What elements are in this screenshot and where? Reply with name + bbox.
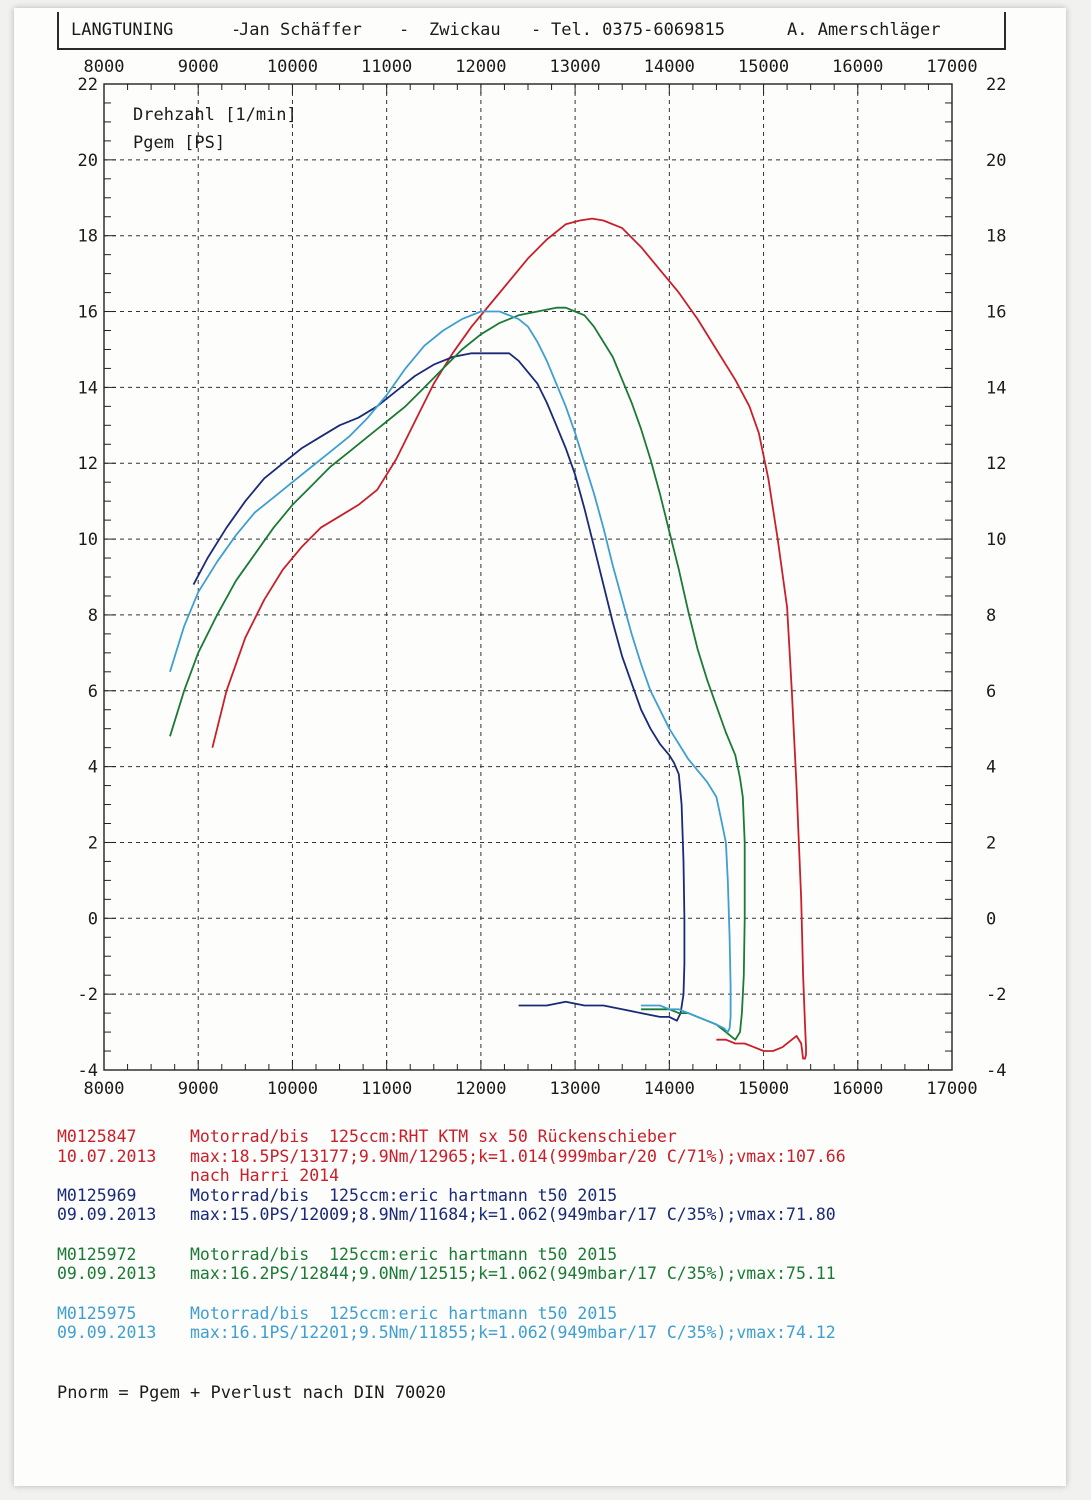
y-tick-label-left: 12 (78, 454, 98, 474)
x-tick-label-top: 8000 (84, 57, 125, 77)
x-tick-label-bottom: 15000 (738, 1079, 789, 1099)
y-tick-label-right: -2 (986, 985, 1006, 1005)
header-separator: - (231, 20, 242, 40)
y-tick-label-right: 16 (986, 303, 1006, 323)
x-tick-label-bottom: 17000 (926, 1079, 977, 1099)
x-tick-label-top: 11000 (361, 57, 412, 77)
y-tick-label-left: -4 (78, 1061, 98, 1081)
x-tick-label-top: 16000 (832, 57, 883, 77)
measurement-date: 09.09.2013 (57, 1323, 157, 1342)
y-tick-label-left: 8 (88, 606, 98, 626)
y-tick-label-right: 8 (986, 606, 996, 626)
measurement-stats: max:18.5PS/13177;9.9Nm/12965;k=1.014(999… (190, 1146, 846, 1166)
y-tick-label-right: 0 (986, 909, 996, 929)
chart-series (169, 217, 807, 1060)
header-separator: - (531, 20, 542, 40)
y-tick-label-left: -2 (78, 985, 98, 1005)
measurement-description: Motorrad/bis 125ccm:eric hartmann t50 20… (190, 1303, 618, 1323)
x-tick-label-bottom: 14000 (644, 1079, 695, 1099)
x-tick-label-top: 12000 (455, 57, 506, 77)
legend-entry: M0125969 Motorrad/bis 125ccm:eric hartma… (57, 1186, 846, 1225)
series-line-M0125969 (192, 352, 686, 1022)
measurement-stats: max:16.2PS/12844;9.0Nm/12515;k=1.062(949… (190, 1264, 836, 1283)
y-tick-label-left: 18 (78, 227, 98, 247)
y-tick-label-right: 14 (986, 378, 1006, 398)
y-tick-label-left: 10 (78, 530, 98, 550)
y-tick-label-left: 22 (78, 75, 98, 95)
measurement-id: M0125969 (57, 1185, 137, 1205)
x-tick-label-bottom: 10000 (267, 1079, 318, 1099)
chart-label-y: Pgem [PS] (133, 133, 225, 153)
series-line-M0125975 (169, 310, 732, 1033)
legend-entry: M0125847 Motorrad/bis 125ccm:RHT KTM sx … (57, 1127, 846, 1186)
dyno-sheet (14, 8, 1066, 1486)
x-tick-label-top: 17000 (926, 57, 977, 77)
y-tick-label-right: 20 (986, 151, 1006, 171)
y-tick-label-right: 6 (986, 682, 996, 702)
legend-entry: M0125975 Motorrad/bis 125ccm:eric hartma… (57, 1304, 846, 1343)
y-tick-label-right: 2 (986, 833, 996, 853)
measurement-note: nach Harri 2014 (190, 1166, 340, 1185)
x-tick-label-bottom: 8000 (84, 1079, 125, 1099)
measurement-description: Motorrad/bis 125ccm:RHT KTM sx 50 Rücken… (190, 1127, 677, 1146)
y-tick-label-left: 6 (88, 682, 98, 702)
person-name: Jan Schäffer (239, 20, 362, 40)
y-tick-label-right: 10 (986, 530, 1006, 550)
y-tick-label-right: 4 (986, 758, 996, 778)
x-tick-label-bottom: 13000 (550, 1079, 601, 1099)
plot-border (103, 83, 953, 1071)
chart-label-x: Drehzahl [1/min] (133, 105, 297, 125)
measurement-id: M0125847 (57, 1127, 137, 1146)
y-tick-label-left: 4 (88, 758, 98, 778)
y-tick-label-right: 22 (986, 75, 1006, 95)
header-separator: - (399, 20, 410, 40)
chart-frame (103, 83, 953, 1071)
x-tick-label-top: 10000 (267, 57, 318, 77)
x-tick-label-bottom: 12000 (455, 1079, 506, 1099)
measurement-date: 10.07.2013 (57, 1146, 157, 1166)
measurement-stats: max:16.1PS/12201;9.5Nm/11855;k=1.062(949… (190, 1323, 836, 1342)
operator-name: A. Amerschläger (787, 20, 941, 40)
measurement-stats: max:15.0PS/12009;8.9Nm/11684;k=1.062(949… (190, 1205, 836, 1224)
x-tick-label-top: 15000 (738, 57, 789, 77)
measurement-date: 09.09.2013 (57, 1205, 157, 1224)
footnote: Pnorm = Pgem + Pverlust nach DIN 70020 (57, 1383, 446, 1403)
y-tick-label-right: 12 (986, 454, 1006, 474)
y-tick-label-left: 16 (78, 303, 98, 323)
x-tick-label-top: 9000 (178, 57, 219, 77)
series-line-M0125847 (211, 217, 807, 1060)
legend-entry: M0125972 Motorrad/bis 125ccm:eric hartma… (57, 1245, 846, 1284)
dyno-chart: 8000800090009000100001000011000110001200… (78, 57, 1007, 1099)
city-name: Zwickau (429, 20, 501, 40)
measurement-description: Motorrad/bis 125ccm:eric hartmann t50 20… (190, 1244, 618, 1264)
series-line-M0125972 (169, 306, 746, 1041)
measurement-id: M0125972 (57, 1244, 137, 1264)
y-tick-label-right: 18 (986, 227, 1006, 247)
company-name: LANGTUNING (71, 20, 174, 40)
y-tick-label-left: 14 (78, 378, 98, 398)
header-box: LANGTUNING - Jan Schäffer - Zwickau - Te… (57, 12, 1006, 50)
x-tick-label-bottom: 16000 (832, 1079, 883, 1099)
x-tick-label-bottom: 9000 (178, 1079, 219, 1099)
legend: M0125847 Motorrad/bis 125ccm:RHT KTM sx … (57, 1127, 846, 1343)
measurement-date: 09.09.2013 (57, 1264, 157, 1283)
x-tick-label-top: 13000 (550, 57, 601, 77)
y-tick-label-left: 2 (88, 833, 98, 853)
y-tick-label-right: -4 (986, 1061, 1006, 1081)
measurement-id: M0125975 (57, 1303, 137, 1323)
y-tick-label-left: 20 (78, 151, 98, 171)
chart-grid (104, 84, 952, 1070)
y-tick-label-left: 0 (88, 909, 98, 929)
phone-number: Tel. 0375-6069815 (551, 20, 725, 40)
x-tick-label-top: 14000 (644, 57, 695, 77)
x-tick-label-bottom: 11000 (361, 1079, 412, 1099)
measurement-description: Motorrad/bis 125ccm:eric hartmann t50 20… (190, 1185, 618, 1205)
chart-ticks: 8000800090009000100001000011000110001200… (78, 57, 1007, 1099)
